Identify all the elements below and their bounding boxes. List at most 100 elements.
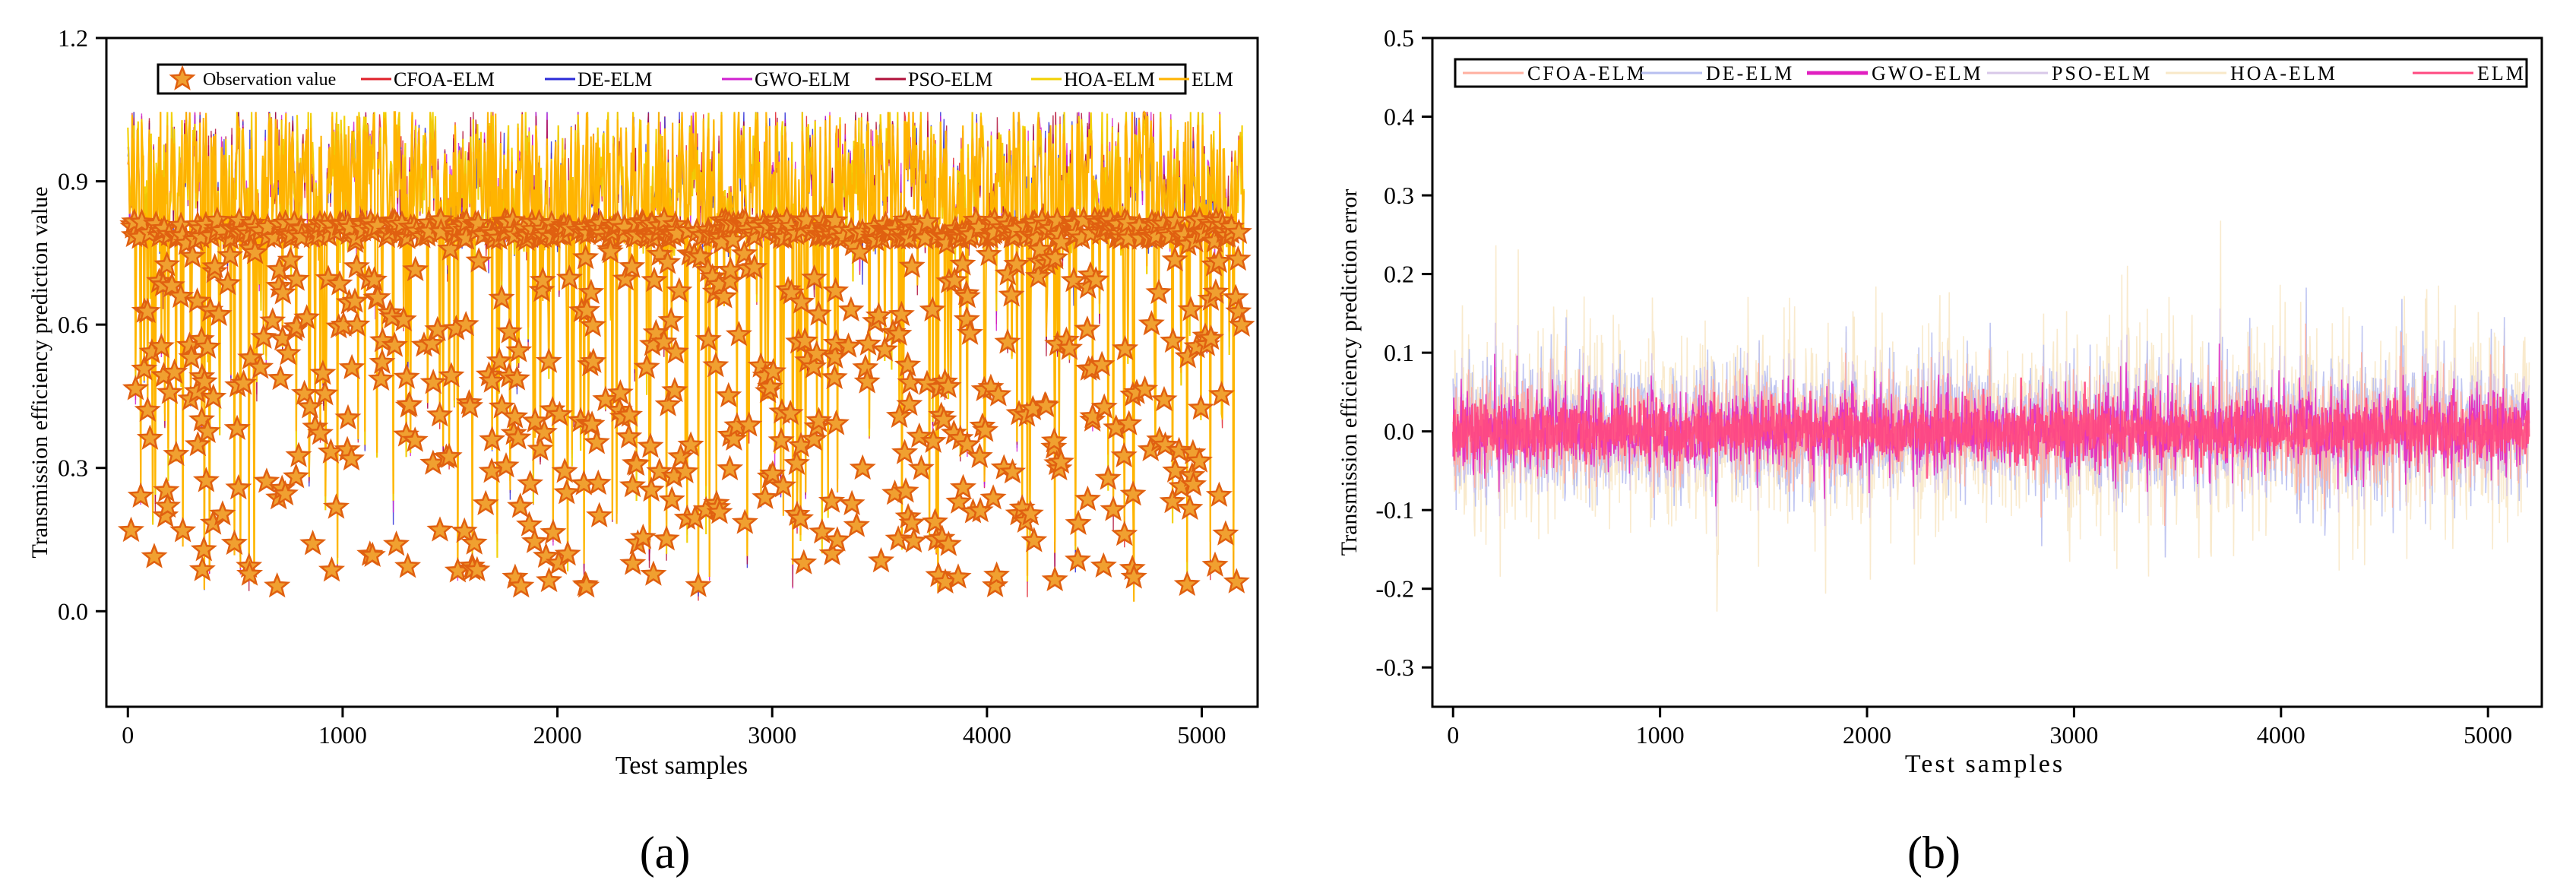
y-tick-label: 0.6 (58, 311, 88, 338)
observation-star (1145, 278, 1172, 305)
observation-star (896, 390, 923, 416)
observation-star (998, 457, 1027, 484)
observation-star (190, 536, 217, 562)
observation-star (803, 340, 831, 366)
observation-star (505, 337, 533, 363)
observation-star (1160, 327, 1187, 353)
observation-star (1212, 520, 1239, 546)
observation-star (503, 365, 530, 391)
observation-star (677, 431, 704, 457)
observation-star (616, 423, 643, 448)
observation-star (383, 530, 410, 556)
observation-star (418, 329, 445, 356)
y-tick-label: 1.2 (58, 24, 88, 52)
x-tick-label: 0 (122, 721, 134, 749)
observation-star (312, 380, 339, 406)
observation-star (136, 424, 163, 450)
observation-star (508, 572, 535, 598)
observation-star (954, 283, 981, 309)
observation-star (638, 476, 665, 502)
observation-star (401, 426, 429, 452)
observation-star (505, 424, 532, 450)
observation-star (972, 416, 999, 442)
observation-star (521, 527, 549, 553)
observation-star (941, 266, 968, 293)
observation-star (1100, 495, 1127, 521)
observation-star (818, 540, 846, 565)
observation-star (242, 239, 269, 264)
observation-star (141, 543, 168, 568)
observation-star (657, 306, 685, 332)
observation-star (451, 517, 478, 543)
observation-star (274, 340, 302, 366)
observation-star (247, 353, 274, 379)
observation-star (1088, 350, 1116, 376)
observation-star (1024, 262, 1052, 288)
observation-star (853, 368, 881, 394)
observation-star (1176, 494, 1204, 521)
observation-star (394, 552, 422, 578)
observation-star (205, 300, 233, 326)
y-tick-label: 0.3 (1384, 182, 1414, 209)
observation-star (277, 246, 304, 272)
observation-star (654, 391, 682, 416)
observation-star (1042, 244, 1069, 270)
observation-star (888, 300, 915, 327)
observation-star (921, 508, 948, 533)
observation-star (1201, 551, 1229, 578)
series-lines-a (117, 110, 1255, 602)
observation-star (868, 546, 895, 573)
observation-star (438, 362, 465, 388)
observation-star (1207, 381, 1236, 407)
observation-star (1090, 393, 1118, 419)
observation-star (730, 239, 758, 266)
observation-star (623, 450, 650, 476)
observation-star (128, 208, 156, 234)
observation-star (777, 399, 804, 426)
observation-star (809, 518, 836, 544)
observation-star (578, 410, 606, 436)
panel-label-b: (b) (1907, 828, 1960, 878)
observation-star (640, 560, 667, 586)
panel-a: 0 1000 2000 3000 4000 5000 0.0 0.3 0.6 0.9 1.2 Te… (27, 24, 1259, 878)
observation-star (369, 327, 397, 353)
x-tick-label: 3000 (748, 721, 796, 749)
observation-star (641, 266, 668, 293)
observation-star (163, 440, 190, 467)
observation-star (169, 517, 197, 543)
observation-star (935, 530, 962, 556)
observation-star (178, 344, 205, 369)
observation-star (717, 454, 744, 481)
y-tick-label: 0.0 (58, 597, 88, 625)
legend-entry-a: Observation value (203, 70, 336, 90)
observation-star (507, 492, 534, 518)
observation-star (1202, 278, 1229, 304)
observation-star (259, 307, 286, 333)
observation-star (225, 473, 252, 500)
observation-star (393, 363, 420, 389)
observation-star (530, 418, 558, 445)
observation-star (131, 355, 158, 381)
observation-star (338, 353, 366, 380)
observation-star (983, 561, 1011, 587)
observation-star (717, 267, 744, 293)
observation-star (871, 336, 898, 362)
observation-star (975, 240, 1002, 267)
observation-star (650, 328, 678, 354)
observation-star (553, 479, 581, 505)
observation-star (759, 460, 786, 486)
observation-star (1116, 410, 1143, 435)
observation-star (787, 505, 815, 530)
observation-star (1021, 527, 1048, 552)
observation-star (801, 264, 828, 290)
observation-star (710, 283, 738, 309)
observation-star (315, 264, 342, 290)
observation-star (293, 304, 321, 330)
observation-star (1065, 509, 1092, 535)
observation-star (891, 439, 919, 464)
observation-star (488, 393, 515, 419)
observation-star (930, 406, 957, 432)
observation-star (1159, 487, 1186, 514)
observation-star (334, 404, 362, 430)
legend-entry-a: DE-ELM (578, 68, 652, 90)
